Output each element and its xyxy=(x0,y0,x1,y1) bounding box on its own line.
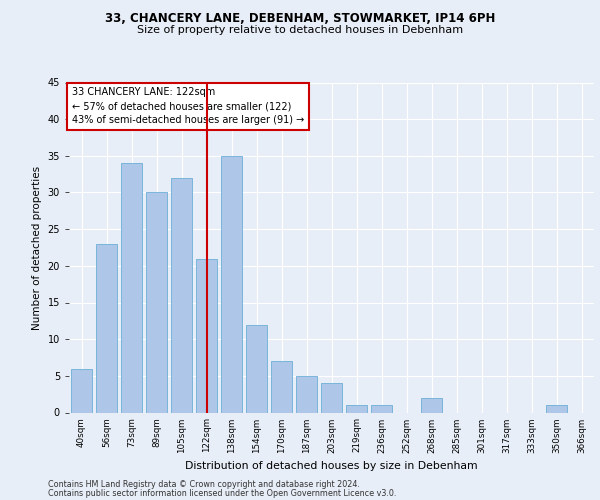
X-axis label: Distribution of detached houses by size in Debenham: Distribution of detached houses by size … xyxy=(185,461,478,471)
Bar xyxy=(96,244,117,412)
Text: 33 CHANCERY LANE: 122sqm
← 57% of detached houses are smaller (122)
43% of semi-: 33 CHANCERY LANE: 122sqm ← 57% of detach… xyxy=(71,88,304,126)
Bar xyxy=(121,163,142,412)
Bar xyxy=(321,383,342,412)
Bar xyxy=(246,324,267,412)
Bar xyxy=(221,156,242,412)
Bar xyxy=(346,405,367,412)
Bar xyxy=(146,192,167,412)
Bar xyxy=(546,405,567,412)
Bar xyxy=(421,398,442,412)
Bar xyxy=(71,368,92,412)
Text: Contains public sector information licensed under the Open Government Licence v3: Contains public sector information licen… xyxy=(48,488,397,498)
Text: Contains HM Land Registry data © Crown copyright and database right 2024.: Contains HM Land Registry data © Crown c… xyxy=(48,480,360,489)
Text: Size of property relative to detached houses in Debenham: Size of property relative to detached ho… xyxy=(137,25,463,35)
Bar xyxy=(196,258,217,412)
Bar xyxy=(171,178,192,412)
Bar xyxy=(296,376,317,412)
Text: 33, CHANCERY LANE, DEBENHAM, STOWMARKET, IP14 6PH: 33, CHANCERY LANE, DEBENHAM, STOWMARKET,… xyxy=(105,12,495,26)
Bar xyxy=(371,405,392,412)
Y-axis label: Number of detached properties: Number of detached properties xyxy=(32,166,42,330)
Bar xyxy=(271,361,292,412)
